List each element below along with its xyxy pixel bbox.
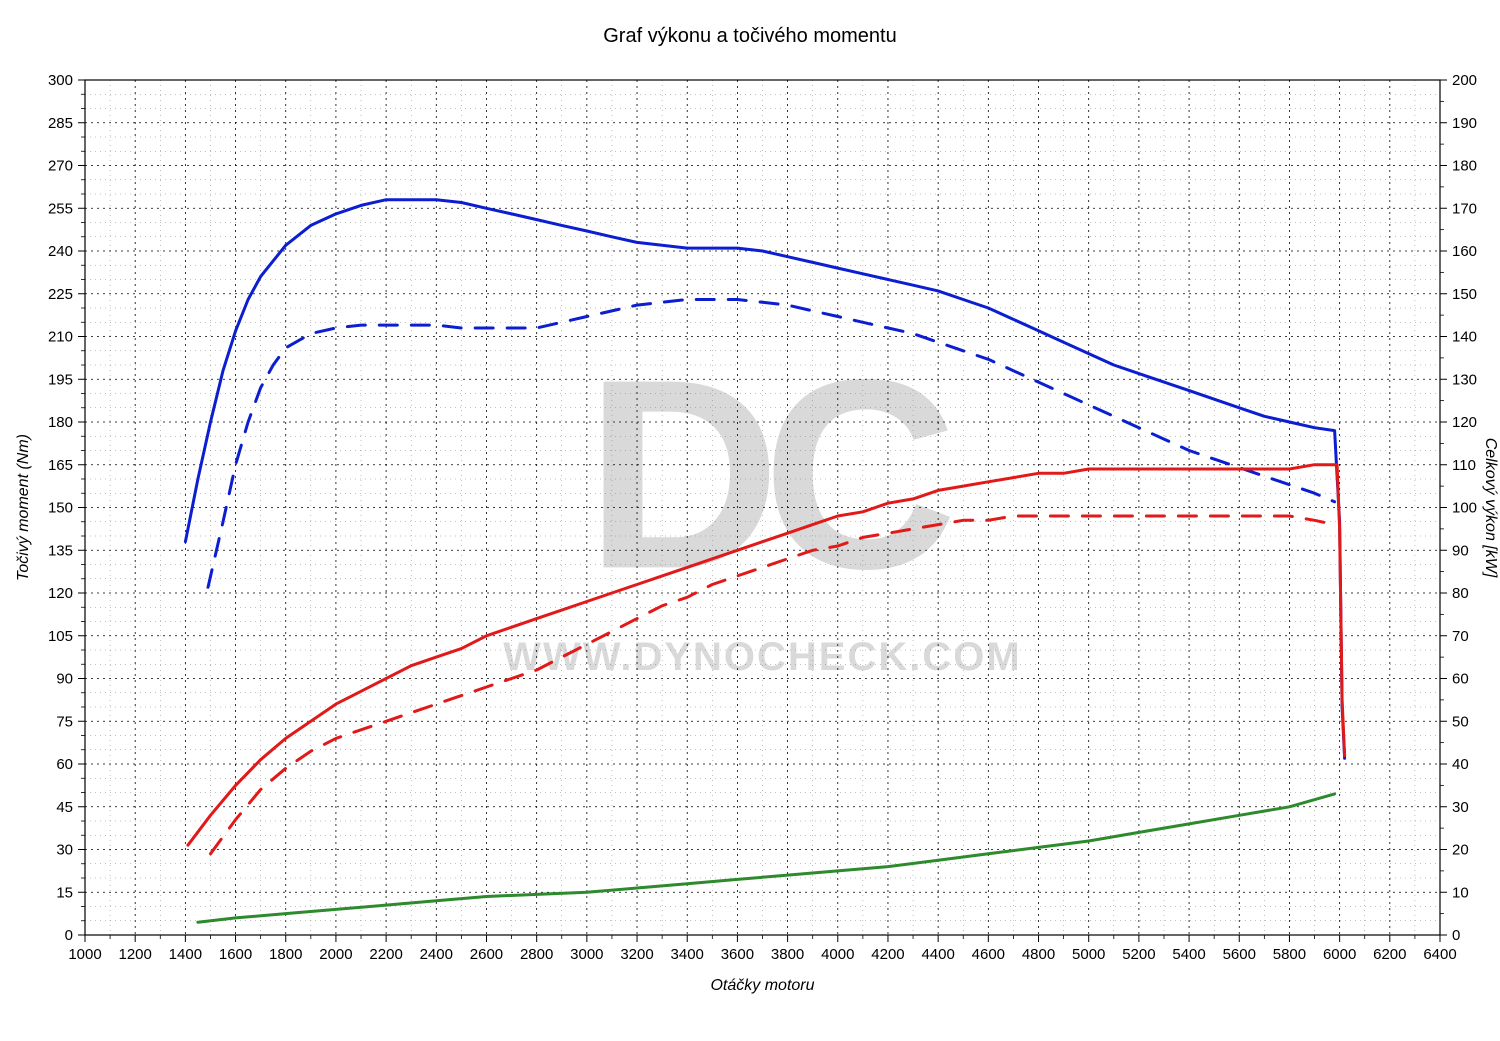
svg-text:120: 120	[1452, 414, 1477, 431]
svg-text:130: 130	[1452, 371, 1477, 388]
svg-text:3400: 3400	[671, 946, 704, 963]
svg-text:2200: 2200	[369, 946, 402, 963]
svg-text:0: 0	[65, 927, 73, 944]
svg-text:4200: 4200	[871, 946, 904, 963]
svg-text:5800: 5800	[1273, 946, 1306, 963]
svg-text:200: 200	[1452, 72, 1477, 89]
svg-text:5000: 5000	[1072, 946, 1105, 963]
svg-text:105: 105	[48, 628, 73, 645]
svg-text:210: 210	[48, 329, 73, 346]
svg-text:4000: 4000	[821, 946, 854, 963]
svg-text:170: 170	[1452, 200, 1477, 217]
svg-text:2400: 2400	[420, 946, 453, 963]
svg-text:195: 195	[48, 371, 73, 388]
svg-text:1200: 1200	[118, 946, 151, 963]
svg-text:160: 160	[1452, 243, 1477, 260]
svg-text:50: 50	[1452, 713, 1469, 730]
y-left-axis-label: Točivý moment (Nm)	[15, 434, 32, 581]
svg-text:4400: 4400	[921, 946, 954, 963]
svg-text:30: 30	[56, 842, 73, 859]
svg-text:110: 110	[1452, 457, 1476, 474]
svg-text:4600: 4600	[972, 946, 1005, 963]
svg-text:165: 165	[48, 457, 73, 474]
svg-text:5400: 5400	[1172, 946, 1205, 963]
svg-text:60: 60	[56, 756, 73, 773]
svg-text:5600: 5600	[1223, 946, 1256, 963]
svg-text:3800: 3800	[771, 946, 804, 963]
svg-text:1400: 1400	[169, 946, 202, 963]
svg-text:3200: 3200	[620, 946, 653, 963]
svg-text:100: 100	[1452, 500, 1477, 517]
svg-text:70: 70	[1452, 628, 1469, 645]
svg-text:90: 90	[1452, 542, 1469, 559]
chart-title: Graf výkonu a točivého momentu	[603, 25, 896, 47]
svg-text:285: 285	[48, 115, 73, 132]
y-right-axis-label: Celkový výkon [kW]	[1482, 438, 1499, 578]
svg-text:180: 180	[1452, 158, 1477, 175]
svg-text:DC: DC	[586, 324, 953, 625]
svg-text:75: 75	[56, 713, 73, 730]
svg-text:6000: 6000	[1323, 946, 1356, 963]
svg-text:15: 15	[56, 884, 73, 901]
svg-text:40: 40	[1452, 756, 1469, 773]
svg-text:270: 270	[48, 158, 73, 175]
svg-text:225: 225	[48, 286, 73, 303]
svg-text:120: 120	[48, 585, 73, 602]
svg-text:80: 80	[1452, 585, 1469, 602]
svg-text:240: 240	[48, 243, 73, 260]
svg-text:10: 10	[1452, 884, 1469, 901]
svg-text:3600: 3600	[721, 946, 754, 963]
svg-text:150: 150	[48, 500, 73, 517]
svg-text:1000: 1000	[68, 946, 101, 963]
svg-text:WWW.DYNOCHECK.COM: WWW.DYNOCHECK.COM	[503, 635, 1021, 679]
svg-text:300: 300	[48, 72, 73, 89]
svg-text:140: 140	[1452, 329, 1477, 346]
svg-text:2000: 2000	[319, 946, 352, 963]
svg-text:2800: 2800	[520, 946, 553, 963]
svg-text:45: 45	[56, 799, 73, 816]
svg-text:1600: 1600	[219, 946, 252, 963]
svg-text:5200: 5200	[1122, 946, 1155, 963]
svg-text:90: 90	[56, 671, 73, 688]
svg-text:180: 180	[48, 414, 73, 431]
chart-svg: DCWWW.DYNOCHECK.COM100012001400160018002…	[0, 0, 1500, 1041]
svg-text:3000: 3000	[570, 946, 603, 963]
svg-text:4800: 4800	[1022, 946, 1055, 963]
svg-text:30: 30	[1452, 799, 1469, 816]
svg-text:6200: 6200	[1373, 946, 1406, 963]
svg-text:0: 0	[1452, 927, 1460, 944]
svg-text:20: 20	[1452, 842, 1469, 859]
svg-text:2600: 2600	[470, 946, 503, 963]
svg-text:150: 150	[1452, 286, 1477, 303]
svg-text:255: 255	[48, 200, 73, 217]
svg-text:190: 190	[1452, 115, 1477, 132]
svg-text:135: 135	[48, 542, 73, 559]
svg-text:1800: 1800	[269, 946, 302, 963]
svg-text:60: 60	[1452, 671, 1469, 688]
dyno-chart: DCWWW.DYNOCHECK.COM100012001400160018002…	[0, 0, 1500, 1041]
svg-text:6400: 6400	[1423, 946, 1456, 963]
x-axis-label: Otáčky motoru	[710, 977, 814, 994]
